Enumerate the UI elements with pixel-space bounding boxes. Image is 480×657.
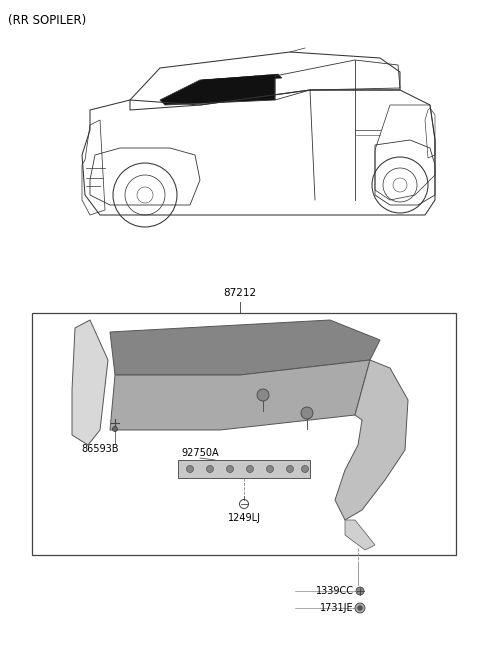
Circle shape bbox=[112, 426, 118, 432]
Text: 1249LJ: 1249LJ bbox=[228, 513, 261, 523]
Polygon shape bbox=[160, 75, 275, 105]
Text: 87212: 87212 bbox=[223, 288, 257, 298]
Bar bbox=[32, 313, 456, 555]
Text: 1731JE: 1731JE bbox=[320, 603, 354, 613]
Polygon shape bbox=[72, 320, 108, 445]
Polygon shape bbox=[202, 74, 282, 84]
Polygon shape bbox=[110, 320, 380, 375]
Circle shape bbox=[206, 466, 214, 472]
Text: 88949: 88949 bbox=[248, 371, 278, 381]
Circle shape bbox=[247, 466, 253, 472]
Circle shape bbox=[358, 606, 362, 610]
Circle shape bbox=[355, 603, 365, 613]
Circle shape bbox=[187, 466, 193, 472]
Circle shape bbox=[301, 466, 309, 472]
Text: 92750A: 92750A bbox=[181, 448, 219, 458]
Text: 86593B: 86593B bbox=[81, 444, 119, 454]
Text: (RR SOPILER): (RR SOPILER) bbox=[8, 14, 86, 27]
Circle shape bbox=[266, 466, 274, 472]
Circle shape bbox=[287, 466, 293, 472]
Bar bbox=[178, 460, 310, 478]
Polygon shape bbox=[345, 520, 375, 550]
Circle shape bbox=[301, 407, 313, 419]
Circle shape bbox=[257, 389, 269, 401]
Text: 88949: 88949 bbox=[307, 389, 337, 399]
Circle shape bbox=[356, 587, 364, 595]
Polygon shape bbox=[110, 360, 370, 430]
Circle shape bbox=[227, 466, 233, 472]
Polygon shape bbox=[335, 360, 408, 520]
Text: 1339CC: 1339CC bbox=[316, 586, 354, 596]
